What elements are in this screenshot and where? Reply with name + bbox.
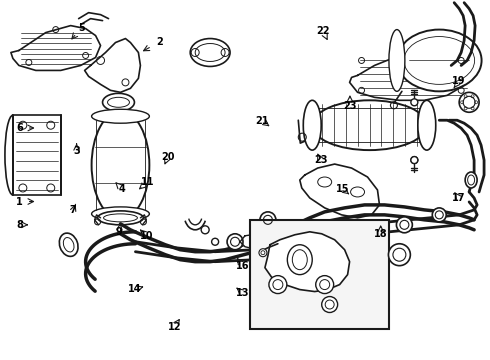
Ellipse shape — [269, 276, 287, 293]
Ellipse shape — [316, 276, 334, 293]
Polygon shape — [300, 164, 379, 218]
Ellipse shape — [303, 100, 321, 150]
Text: 22: 22 — [317, 26, 330, 36]
Ellipse shape — [259, 249, 267, 257]
Ellipse shape — [465, 172, 477, 188]
Text: 10: 10 — [140, 231, 153, 240]
Ellipse shape — [260, 212, 276, 228]
Text: 2: 2 — [156, 37, 163, 47]
Text: 14: 14 — [128, 284, 142, 294]
Ellipse shape — [212, 238, 219, 245]
Text: 1: 1 — [16, 197, 23, 207]
Ellipse shape — [322, 297, 338, 312]
Text: 18: 18 — [374, 229, 388, 239]
Bar — [250, 220, 390, 329]
Ellipse shape — [411, 157, 418, 163]
Polygon shape — [11, 26, 100, 71]
Text: 6: 6 — [16, 123, 23, 133]
Text: 17: 17 — [452, 193, 466, 203]
Ellipse shape — [92, 109, 149, 123]
Ellipse shape — [459, 92, 479, 112]
Ellipse shape — [59, 233, 78, 256]
Ellipse shape — [389, 30, 405, 91]
Ellipse shape — [227, 234, 243, 250]
Ellipse shape — [411, 99, 418, 106]
Text: 21: 21 — [255, 116, 269, 126]
Text: 5: 5 — [78, 23, 85, 33]
Text: 12: 12 — [168, 322, 181, 332]
Ellipse shape — [312, 100, 427, 150]
Polygon shape — [265, 232, 349, 292]
Ellipse shape — [411, 157, 418, 163]
Ellipse shape — [92, 207, 149, 221]
Ellipse shape — [201, 226, 209, 234]
Text: 7: 7 — [70, 206, 76, 216]
Text: 23: 23 — [314, 155, 327, 165]
Text: 11: 11 — [141, 177, 154, 187]
Text: 9: 9 — [116, 227, 122, 237]
Text: 20: 20 — [161, 152, 174, 162]
Polygon shape — [240, 234, 278, 250]
Ellipse shape — [287, 245, 312, 275]
Text: 16: 16 — [236, 261, 249, 271]
Ellipse shape — [102, 93, 134, 111]
Ellipse shape — [389, 244, 410, 266]
Text: 3: 3 — [73, 146, 80, 156]
Text: 8: 8 — [16, 220, 23, 230]
Polygon shape — [349, 50, 471, 100]
Bar — [13, 115, 61, 195]
Ellipse shape — [418, 100, 436, 150]
Text: 19: 19 — [452, 76, 466, 86]
Ellipse shape — [432, 208, 446, 222]
Ellipse shape — [92, 111, 149, 219]
Text: 23: 23 — [343, 102, 357, 112]
Text: 4: 4 — [119, 184, 125, 194]
Ellipse shape — [397, 30, 482, 91]
Ellipse shape — [396, 217, 413, 233]
Ellipse shape — [98, 211, 144, 225]
Text: 13: 13 — [236, 288, 249, 298]
Text: 15: 15 — [336, 184, 349, 194]
Ellipse shape — [190, 39, 230, 67]
Polygon shape — [85, 39, 141, 92]
